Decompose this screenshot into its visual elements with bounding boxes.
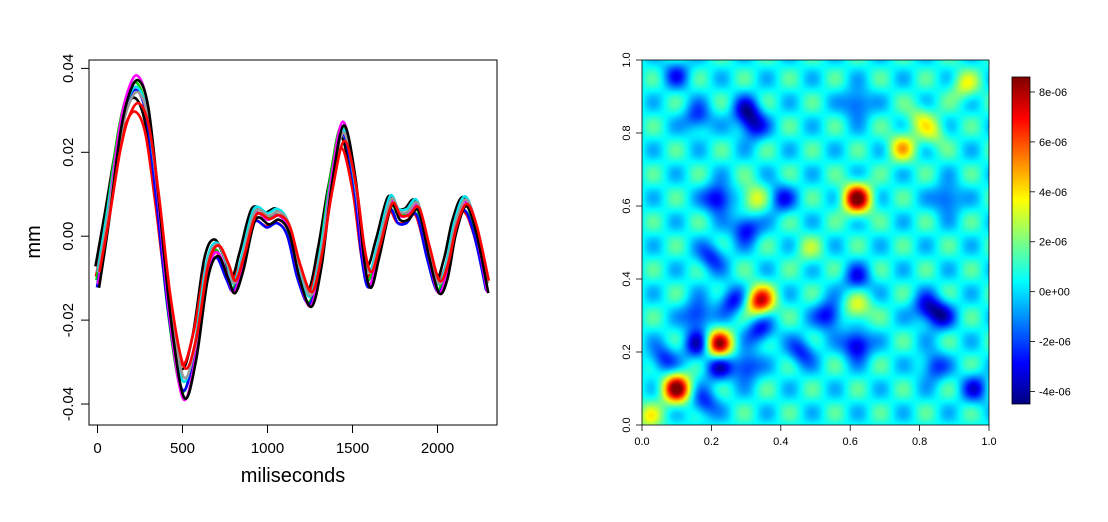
colorbar-tick-label: 2e-06	[1039, 237, 1067, 249]
colorbar-tick-label: -2e-06	[1039, 337, 1071, 349]
colorbar-tick-label: 0e+00	[1039, 287, 1070, 299]
hm-y-tick-label: 0.0	[621, 417, 633, 432]
hm-y-tick-label: 0.6	[621, 198, 633, 213]
x-tick-label: 0	[93, 440, 101, 457]
colorbar	[1011, 76, 1031, 405]
y-tick-label: 0.04	[60, 54, 77, 83]
heatmap-frame	[641, 59, 990, 426]
y-tick-label: -0.02	[60, 303, 77, 337]
hm-x-tick-label: 0.4	[773, 436, 788, 448]
hm-y-tick-label: 0.4	[621, 271, 633, 286]
hm-y-tick-label: 1.0	[621, 52, 633, 67]
series-line	[95, 88, 488, 392]
hm-x-tick-label: 0.8	[912, 436, 927, 448]
x-tick-label: 1000	[251, 440, 284, 457]
plot-frame	[88, 59, 498, 426]
x-tick-label: 500	[170, 440, 195, 457]
colorbar-tick-label: 8e-06	[1039, 87, 1067, 99]
line-chart: 0 500 1000 1500 2000 -0.04-0.020.000.020.04 …	[23, 54, 498, 487]
series-line	[98, 101, 491, 371]
x-axis-label: miliseconds	[241, 465, 345, 487]
colorbar-tick-label: 4e-06	[1039, 187, 1067, 199]
heatmap-image	[642, 60, 989, 425]
y-axis-label: mm	[23, 225, 45, 258]
y-tick-label: -0.04	[60, 387, 77, 421]
colorbar-tick-label: 6e-06	[1039, 137, 1067, 149]
hm-x-tick-label: 1.0	[981, 436, 996, 448]
x-tick-label: 1500	[336, 440, 369, 457]
colorbar-tick-label: -4e-06	[1039, 387, 1071, 399]
hm-x-tick-label: 0.2	[704, 436, 719, 448]
y-tick-label: 0.02	[60, 138, 77, 167]
y-tick-label: 0.00	[60, 222, 77, 251]
x-tick-label: 2000	[421, 440, 454, 457]
hm-y-tick-label: 0.8	[621, 125, 633, 140]
hm-y-tick-label: 0.2	[621, 344, 633, 359]
heatmap-chart: 0.0 0.2 0.4 0.6 0.8 1.0 0.0 0.2 0.4 0.6 0.8 1.0 -4…	[621, 52, 1071, 448]
hm-x-tick-label: 0.0	[634, 436, 649, 448]
hm-x-tick-label: 0.6	[843, 436, 858, 448]
